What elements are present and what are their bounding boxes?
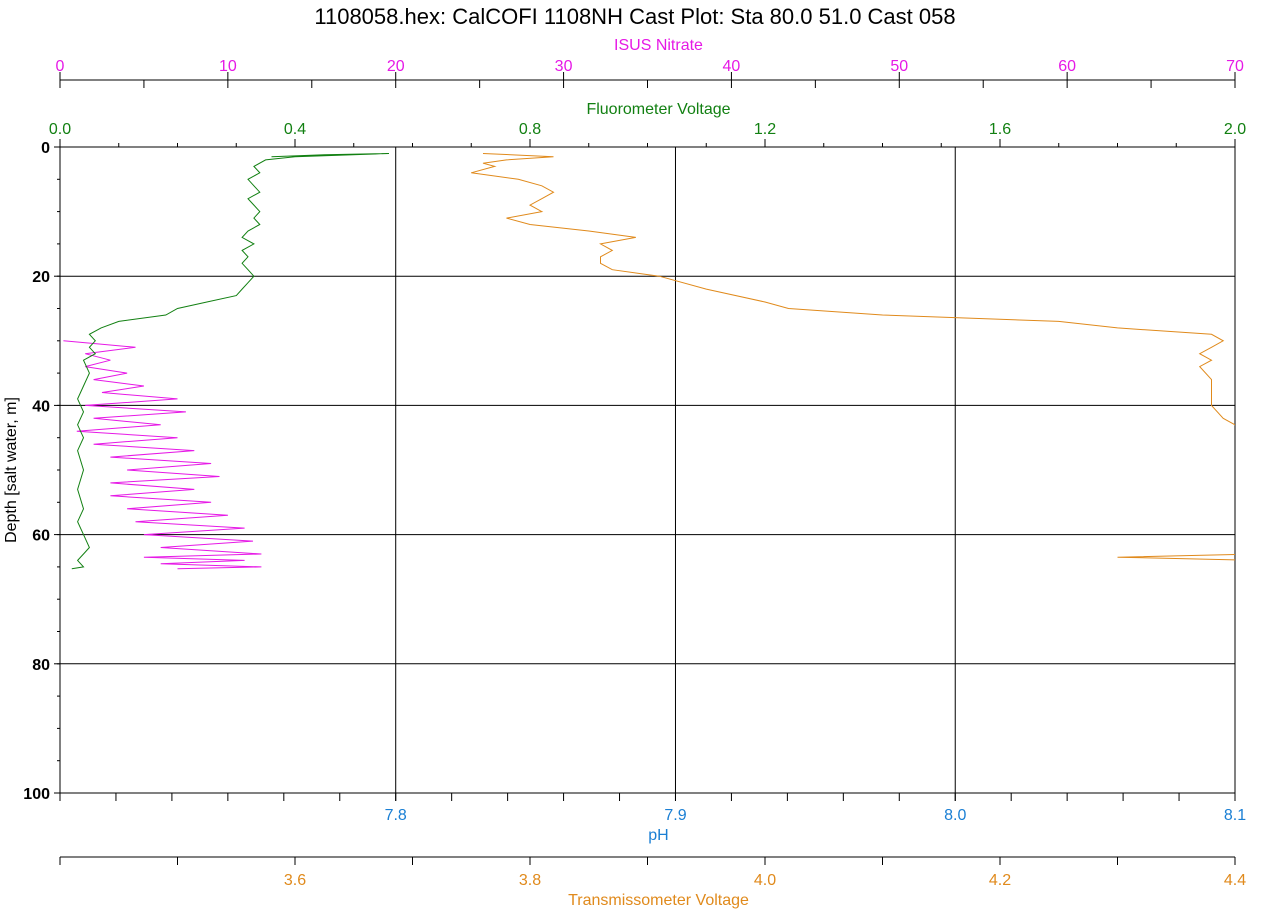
axis-title: ISUS Nitrate xyxy=(614,37,703,54)
tick-label: 10 xyxy=(219,58,237,75)
tick-label: 4.2 xyxy=(989,872,1011,889)
tick-label: 60 xyxy=(1058,58,1076,75)
series-trans-line xyxy=(471,153,1235,561)
tick-label: 3.8 xyxy=(519,872,541,889)
axis-layer: 0 20 40 60 80 100 Depth [salt water, m] 0 10 20 30… xyxy=(3,37,1246,909)
plot-frame xyxy=(59,146,1236,794)
depth-tick-label: 100 xyxy=(23,786,50,803)
depth-tick-label: 80 xyxy=(32,657,50,674)
tick-label: 0.0 xyxy=(49,121,71,138)
tick-label: 40 xyxy=(723,58,741,75)
tick-label: 1.2 xyxy=(754,121,776,138)
tick-label: 3.6 xyxy=(284,872,306,889)
axis-trans: 3.6 3.8 4.0 4.2 4.4 Transmissometer Voltage xyxy=(59,856,1246,909)
tick-label: 50 xyxy=(890,58,908,75)
depth-axis-label: Depth [salt water, m] xyxy=(3,397,20,543)
tick-label: 30 xyxy=(555,58,573,75)
axis-title: Fluorometer Voltage xyxy=(586,101,730,118)
tick-label: 70 xyxy=(1226,58,1244,75)
tick-label: 20 xyxy=(387,58,405,75)
tick-label: 0 xyxy=(56,58,65,75)
tick-label: 7.9 xyxy=(664,807,686,824)
axis-title: pH xyxy=(648,827,668,844)
tick-label: 8.1 xyxy=(1224,807,1246,824)
series-layer xyxy=(63,153,1235,570)
tick-label: 4.0 xyxy=(754,872,776,889)
tick-label: 4.4 xyxy=(1224,872,1246,889)
tick-label: 2.0 xyxy=(1224,121,1246,138)
depth-tick-label: 20 xyxy=(32,269,50,286)
tick-label: 0.4 xyxy=(284,121,306,138)
depth-tick-label: 40 xyxy=(32,398,50,415)
tick-label: 0.8 xyxy=(519,121,541,138)
tick-label: 8.0 xyxy=(944,807,966,824)
depth-tick-label: 0 xyxy=(41,140,50,157)
chart-title: 1108058.hex: CalCOFI 1108NH Cast Plot: S… xyxy=(314,4,955,29)
tick-label: 1.6 xyxy=(989,121,1011,138)
series-isus-line xyxy=(63,340,262,570)
axis-ph: 7.8 7.9 8.0 8.1 pH xyxy=(59,793,1246,844)
depth-tick-label: 60 xyxy=(32,528,50,545)
axis-fluor: 0.0 0.4 0.8 1.2 1.6 2.0 Fluorometer Voltage xyxy=(49,101,1246,147)
axis-isus: 0 10 20 30 40 50 60 70 ISUS Nitrate xyxy=(56,37,1244,88)
axis-title: Transmissometer Voltage xyxy=(568,892,749,909)
grid-layer xyxy=(59,146,1236,794)
series-fluor-line xyxy=(71,153,390,570)
tick-label: 7.8 xyxy=(385,807,407,824)
